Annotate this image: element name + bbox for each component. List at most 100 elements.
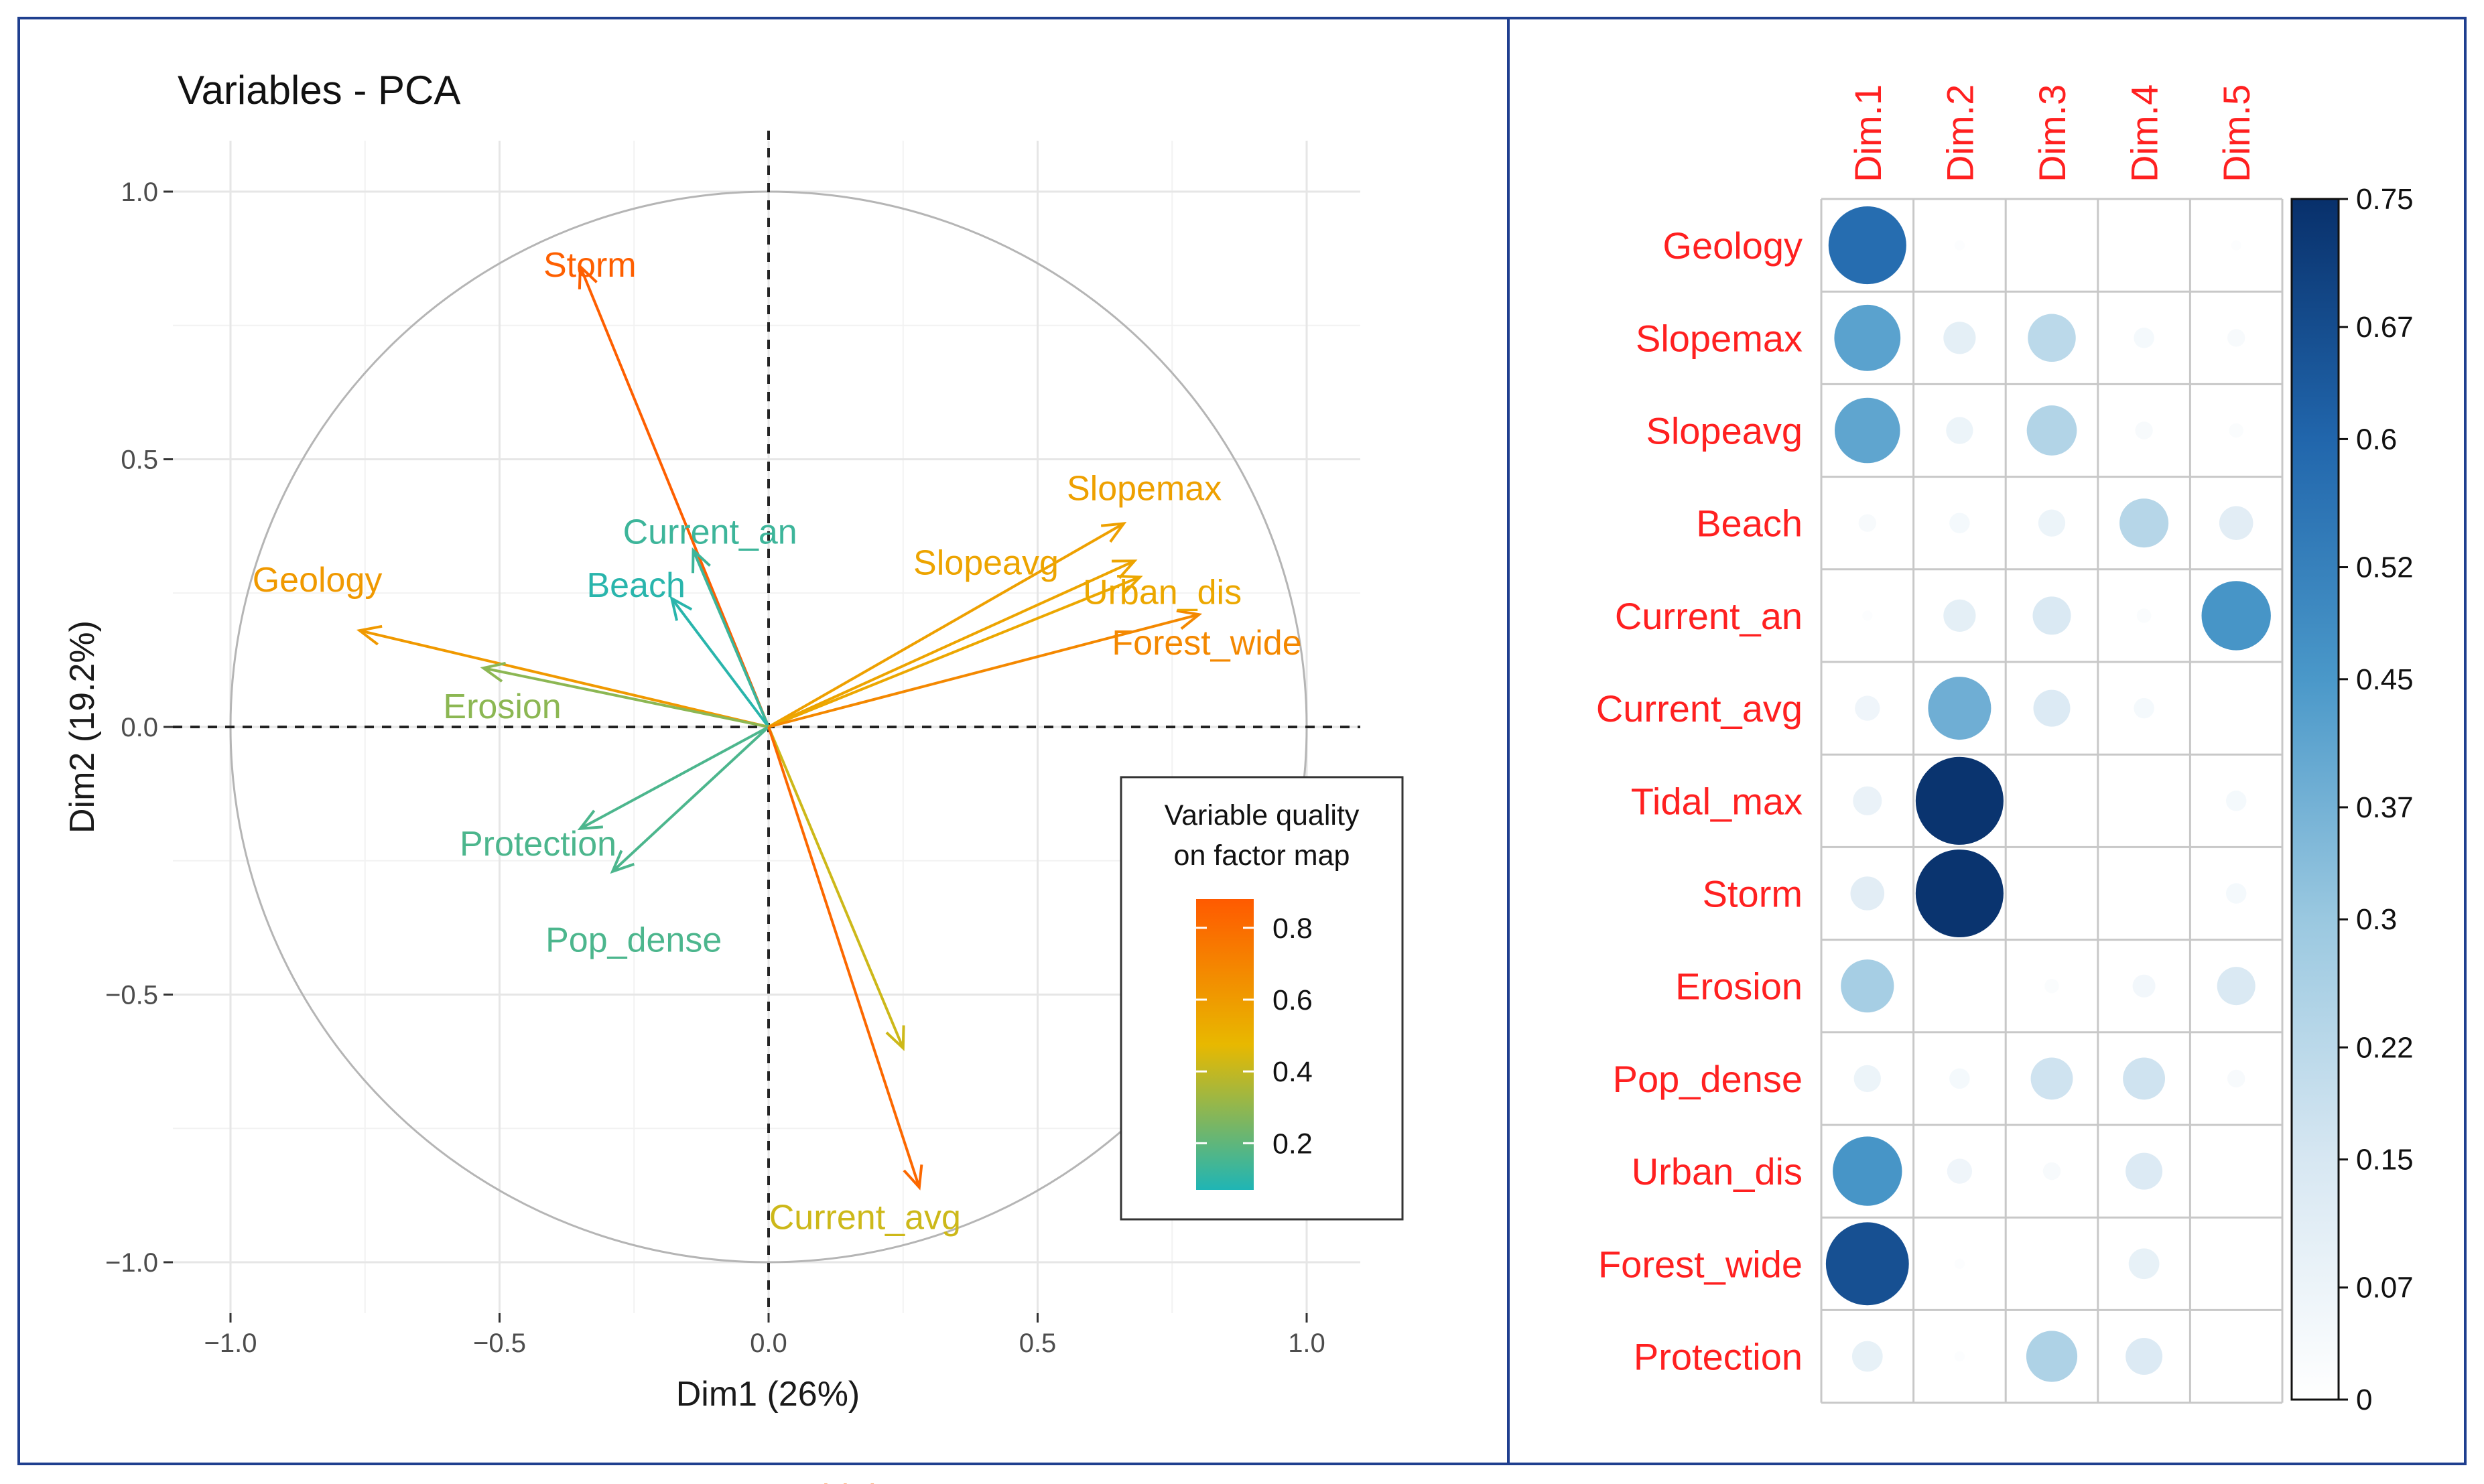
corr-cell-circle: [2028, 314, 2076, 362]
pca-var-label: Erosion: [443, 687, 561, 726]
pca-x-ticks: −1.0 −0.5 0.0 0.5 1.0: [204, 1313, 1325, 1358]
corr-cell-circle: [1825, 1222, 1909, 1306]
pca-y-tick-label: −1.0: [105, 1248, 158, 1278]
pca-x-tick-label: 0.5: [1019, 1329, 1057, 1358]
pca-arrow-head: [885, 1025, 905, 1051]
pca-arrow-shaft: [579, 726, 769, 830]
corr-colorbar-tick-label: 0.37: [2356, 791, 2414, 824]
pca-var-label: Current_an: [623, 513, 797, 551]
corr-cell-circle: [1841, 959, 1894, 1013]
corr-row-label: Pop_dense: [1613, 1058, 1803, 1100]
pca-var-label: Pop_dense: [545, 921, 722, 960]
pca-x-tick-label: 1.0: [1288, 1329, 1325, 1358]
pca-panel: Variables - PCA Storm Current_an Beach Geol…: [63, 68, 1404, 1484]
corr-colorbar-tick-label: 0.45: [2356, 663, 2414, 696]
corr-panel: Geology Slopemax Slopeavg Beach Current_an Cu…: [1596, 84, 2414, 1416]
corr-cell-circle: [2217, 967, 2256, 1006]
corr-cell-circle: [2201, 581, 2271, 651]
corr-cell-circle: [2134, 328, 2154, 348]
corr-column-label: Dim.2: [1939, 84, 1981, 182]
corr-cell-circle: [2229, 423, 2243, 438]
corr-column-label: Dim.5: [2215, 84, 2258, 182]
corr-cell-circle: [1943, 599, 1976, 632]
corr-row-label: Current_avg: [1596, 687, 1803, 730]
pca-arrow-shaft: [768, 613, 1199, 728]
pca-legend-title-line2: on factor map: [1174, 839, 1350, 872]
corr-row-label: Slopeavg: [1646, 410, 1803, 452]
corr-cell-circle: [1862, 610, 1873, 621]
corr-cell-circle: [1853, 786, 1882, 815]
corr-cell-circle: [2038, 509, 2066, 537]
pca-arrow-head: [903, 1164, 923, 1191]
pca-title: Variables - PCA: [178, 68, 460, 113]
pca-y-tick-label: 0.5: [121, 446, 158, 475]
corr-colorbar-tick-label: 0.22: [2356, 1031, 2414, 1064]
corr-cell-circle: [2042, 1162, 2061, 1181]
corr-row-label: Storm: [1703, 873, 1803, 915]
corr-row-label: Urban_dis: [1632, 1150, 1803, 1193]
corr-cell-circle: [1850, 876, 1885, 910]
pca-var-label: Slopemax: [1067, 469, 1222, 508]
pca-var-label: Storm: [543, 246, 637, 285]
corr-row-label: Erosion: [1675, 965, 1803, 1008]
corr-cell-circle: [2126, 1338, 2163, 1375]
corr-cell-circle: [2219, 506, 2253, 540]
pca-arrow-head: [1117, 575, 1143, 595]
corr-cell-circle: [2044, 978, 2059, 994]
corr-cell-circle: [1949, 513, 1970, 533]
corr-cell-circle: [1834, 304, 1901, 371]
corr-cell-circle: [1853, 1065, 1881, 1093]
pca-x-tick-label: 0.0: [750, 1329, 787, 1358]
corr-cell-circle: [2026, 405, 2077, 456]
pca-x-tick-label: −0.5: [473, 1329, 526, 1358]
corr-cell-circle: [1855, 695, 1880, 721]
pca-x-axis-label: Dim1 (26%): [676, 1375, 860, 1414]
pca-legend-box: [1120, 776, 1404, 1221]
corr-cell-circle: [2126, 1152, 2163, 1190]
corr-row-label: Slopemax: [1636, 317, 1803, 359]
pca-arrow-head: [578, 263, 598, 289]
pca-arrows: [356, 263, 1203, 1191]
pca-arrow-head: [577, 809, 604, 831]
corr-cell-circle: [2119, 498, 2169, 548]
pca-legend-tick-label: 0.8: [1272, 913, 1313, 945]
corr-colorbar-tick-label: 0.67: [2356, 311, 2414, 344]
corr-column-label: Dim.4: [2123, 84, 2166, 182]
corr-cell-circle: [2136, 608, 2152, 623]
corr-cell-circle: [2123, 1057, 2166, 1100]
pca-var-label: Urban_dis: [1083, 573, 1242, 612]
corr-cell-circle: [1949, 1068, 1970, 1089]
pca-arrow-head: [356, 624, 383, 646]
pca-arrow-shaft: [692, 549, 770, 728]
corr-cell-circle: [2135, 421, 2153, 440]
pca-y-tick-label: 1.0: [121, 178, 158, 207]
corr-cell-circle: [2134, 697, 2154, 719]
pca-var-label: Protection: [460, 825, 616, 864]
corr-colorbar-tick-label: 0: [2356, 1384, 2372, 1416]
corr-cell-circle: [2032, 596, 2071, 635]
pca-y-tick-label: −0.5: [105, 981, 158, 1010]
pca-legend-ticks: 0.2 0.4 0.6 0.8: [1196, 913, 1313, 1160]
corr-cell-circle: [1947, 1158, 1973, 1184]
pca-x-tick-label: −1.0: [204, 1329, 257, 1358]
corr-cell-circle: [1835, 397, 1900, 464]
pca-var-label: Forest_wide: [1112, 624, 1301, 663]
corr-cell-circle: [2128, 1248, 2160, 1280]
pca-var-label: Tidal_max: [802, 1478, 962, 1484]
corr-row-label: Current_an: [1615, 595, 1803, 637]
corr-colorbar-tick-label: 0.75: [2356, 183, 2414, 216]
corr-cell-circle: [1833, 1136, 1902, 1206]
corr-colorbar-tick-label: 0.3: [2356, 903, 2397, 936]
pca-arrow-head: [1112, 559, 1138, 580]
corr-cell-circle: [1954, 240, 1965, 251]
corr-cell-circle: [2026, 1331, 2078, 1382]
corr-cell-circle: [1851, 1341, 1883, 1372]
pca-var-label: Geology: [253, 561, 383, 600]
pca-arrow-shaft: [359, 629, 769, 728]
corr-row-label: Beach: [1696, 502, 1803, 545]
corr-cell-circle: [1858, 514, 1876, 532]
pca-variable-labels: Storm Current_an Beach Geology Erosion Protec…: [253, 246, 1302, 1484]
pca-arrow-shaft: [767, 726, 921, 1188]
corr-cell-circle: [1928, 677, 1991, 740]
